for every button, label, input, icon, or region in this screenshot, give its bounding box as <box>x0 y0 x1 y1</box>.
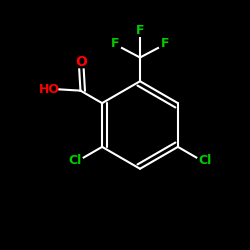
Text: F: F <box>136 24 144 38</box>
Text: Cl: Cl <box>69 154 82 167</box>
Text: HO: HO <box>39 83 60 96</box>
Text: O: O <box>75 55 87 69</box>
Text: Cl: Cl <box>198 154 211 167</box>
Text: F: F <box>161 38 169 51</box>
Text: F: F <box>111 38 119 51</box>
